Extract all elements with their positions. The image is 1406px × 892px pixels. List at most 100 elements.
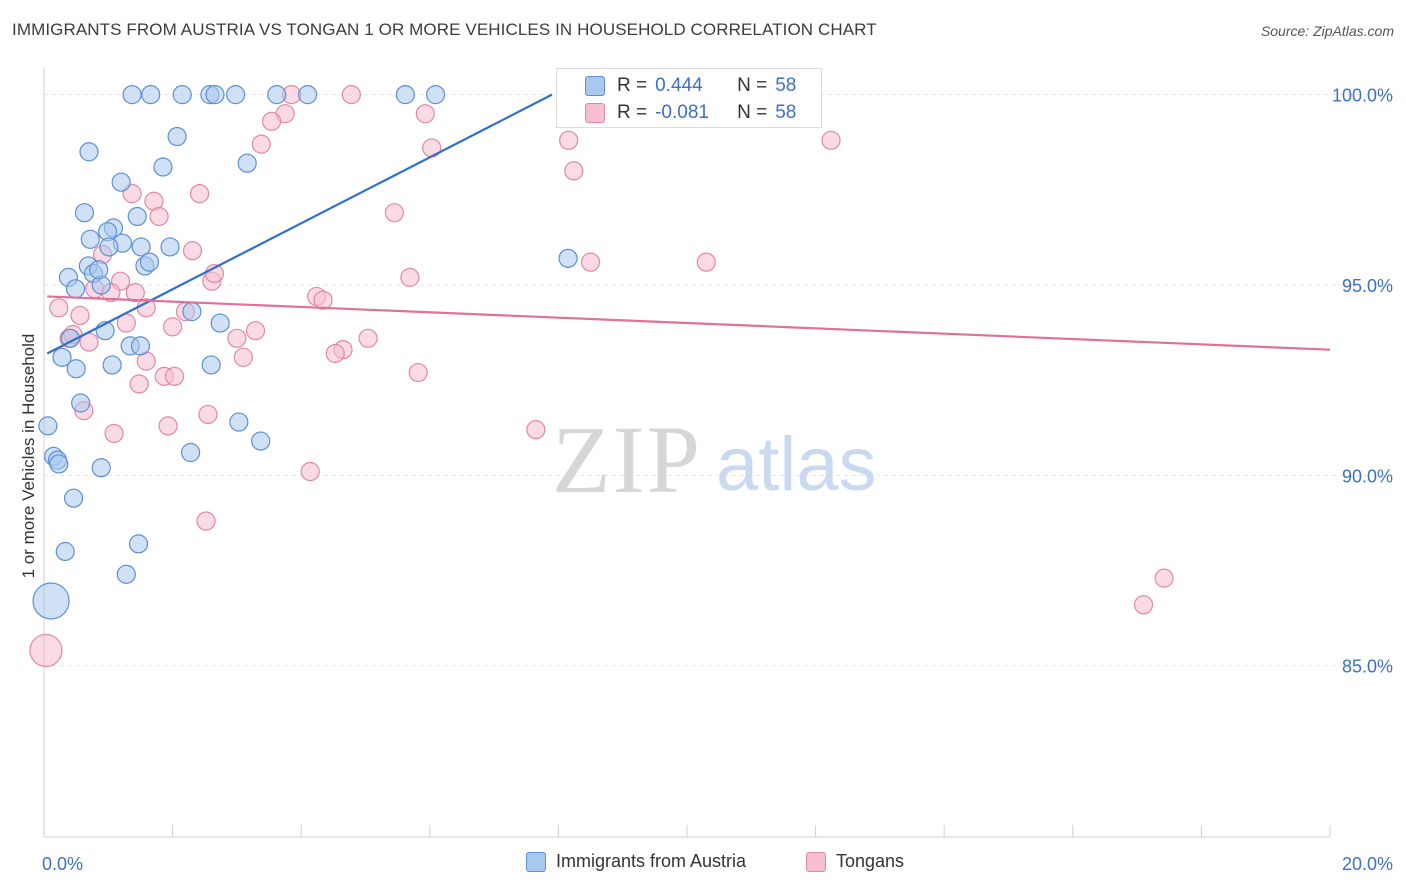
stats-swatch-blue: [585, 76, 605, 96]
tongans-point-3: [415, 104, 435, 124]
tongans-point-9: [564, 161, 584, 181]
tongans-point-1: [341, 85, 361, 105]
series-austria-points: [32, 85, 768, 620]
austria-point-23: [99, 237, 119, 257]
tongans-point-24: [49, 298, 69, 318]
tongans-point-43: [164, 366, 185, 386]
austria-point-15: [111, 172, 131, 192]
tongans-point-53: [1154, 568, 1174, 588]
legend-label-tongans: Tongans: [836, 851, 905, 871]
stats-legend-box: R = 0.444 N = 58 R = -0.081 N = 58: [556, 68, 822, 128]
austria-point-12: [167, 126, 187, 147]
austria-point-57: [89, 260, 109, 280]
stats-swatch-pink: [585, 103, 605, 123]
stats-row-pink: R = -0.081 N = 58: [585, 102, 796, 124]
tongans-point-47: [198, 404, 218, 425]
austria-point-46: [251, 431, 271, 451]
y-tick-label-2: 90.0%: [1342, 466, 1393, 486]
tongans-point-52: [196, 511, 216, 531]
trend-line-austria: [46, 93, 553, 355]
tongans-point-45: [408, 362, 428, 383]
austria-point-11: [79, 142, 99, 162]
tongans-point-22: [400, 267, 420, 287]
y-tick-label-3: 85.0%: [1342, 657, 1393, 677]
austria-point-0: [122, 85, 142, 105]
tongans-point-26: [125, 283, 145, 303]
tongans-point-54: [1133, 595, 1154, 615]
austria-point-45: [229, 412, 249, 432]
austria-point-44: [38, 416, 58, 436]
y-tick-label-0: 100.0%: [1332, 86, 1393, 106]
n-value-blue: 58: [775, 75, 797, 96]
austria-point-50: [49, 454, 69, 474]
n-label-blue: N =: [737, 75, 768, 96]
tongans-point-12: [190, 184, 210, 204]
austria-point-51: [91, 458, 111, 478]
r-value-pink: -0.081: [655, 102, 709, 123]
austria-point-54: [128, 534, 149, 554]
source-label: Source: ZipAtlas.com: [1260, 23, 1394, 39]
legend-item-tongans[interactable]: Tongans: [806, 851, 904, 872]
tongans-point-38: [358, 328, 378, 348]
legend-item-austria[interactable]: Immigrants from Austria: [526, 851, 746, 872]
austria-point-26: [139, 252, 160, 272]
tongans-point-37: [325, 343, 345, 364]
x-tick-label-1: 20.0%: [1342, 854, 1393, 874]
tongans-point-55: [29, 633, 63, 668]
watermark-zip: ZIP: [552, 406, 702, 513]
austria-point-43: [71, 393, 91, 413]
austria-point-6: [267, 85, 287, 105]
tongans-point-4: [262, 111, 282, 131]
tongans-point-13: [149, 206, 169, 227]
tongans-point-15: [182, 241, 203, 261]
austria-point-1: [141, 85, 161, 105]
r-label-pink: R =: [617, 102, 648, 123]
tongans-point-8: [821, 130, 841, 150]
austria-point-53: [55, 541, 75, 562]
tongans-point-31: [70, 305, 90, 326]
trend-lines: [46, 93, 1331, 355]
tongans-point-28: [313, 290, 333, 310]
r-label-blue: R =: [617, 75, 648, 96]
austria-point-49: [181, 442, 201, 463]
tongans-point-35: [245, 321, 266, 341]
austria-point-56: [32, 582, 70, 620]
legend-label-austria: Immigrants from Austria: [556, 851, 747, 871]
chart-title: IMMIGRANTS FROM AUSTRIA VS TONGAN 1 OR M…: [12, 20, 877, 39]
austria-point-32: [558, 248, 578, 268]
tongans-point-34: [227, 328, 247, 348]
gridlines: [44, 94, 1390, 667]
austria-point-2: [172, 85, 192, 105]
tongans-point-41: [233, 347, 253, 367]
austria-point-33: [182, 302, 202, 322]
r-value-blue: 0.444: [655, 75, 703, 96]
austria-point-4: [205, 85, 225, 105]
austria-point-31: [65, 279, 86, 299]
austria-point-13: [153, 157, 173, 177]
n-value-pink: 58: [775, 102, 797, 123]
austria-point-16: [74, 203, 95, 223]
austria-point-52: [63, 488, 84, 508]
austria-point-7: [298, 85, 318, 105]
tongans-point-44: [129, 374, 149, 394]
austria-point-8: [395, 85, 415, 105]
watermark-atlas: atlas: [716, 422, 877, 507]
n-label-pink: N =: [737, 102, 768, 123]
tongans-point-14: [384, 203, 405, 223]
tick-labels: 100.0% 95.0% 90.0% 85.0% 0.0% 20.0%: [42, 86, 1393, 874]
tongans-point-5: [251, 134, 271, 154]
austria-point-5: [226, 85, 246, 105]
austria-point-9: [425, 85, 446, 105]
tongans-point-7: [559, 130, 579, 150]
series-tongans-points: [29, 85, 1174, 668]
austria-point-20: [80, 229, 100, 249]
austria-point-40: [66, 359, 86, 379]
y-axis-label: 1 or more Vehicles in Household: [19, 334, 38, 579]
austria-point-38: [130, 336, 151, 356]
austria-point-39: [52, 347, 72, 367]
stats-row-blue: R = 0.444 N = 58: [585, 75, 796, 97]
austria-point-22: [131, 237, 151, 257]
austria-point-17: [127, 206, 147, 227]
legend: Immigrants from Austria Tongans: [0, 851, 1406, 879]
